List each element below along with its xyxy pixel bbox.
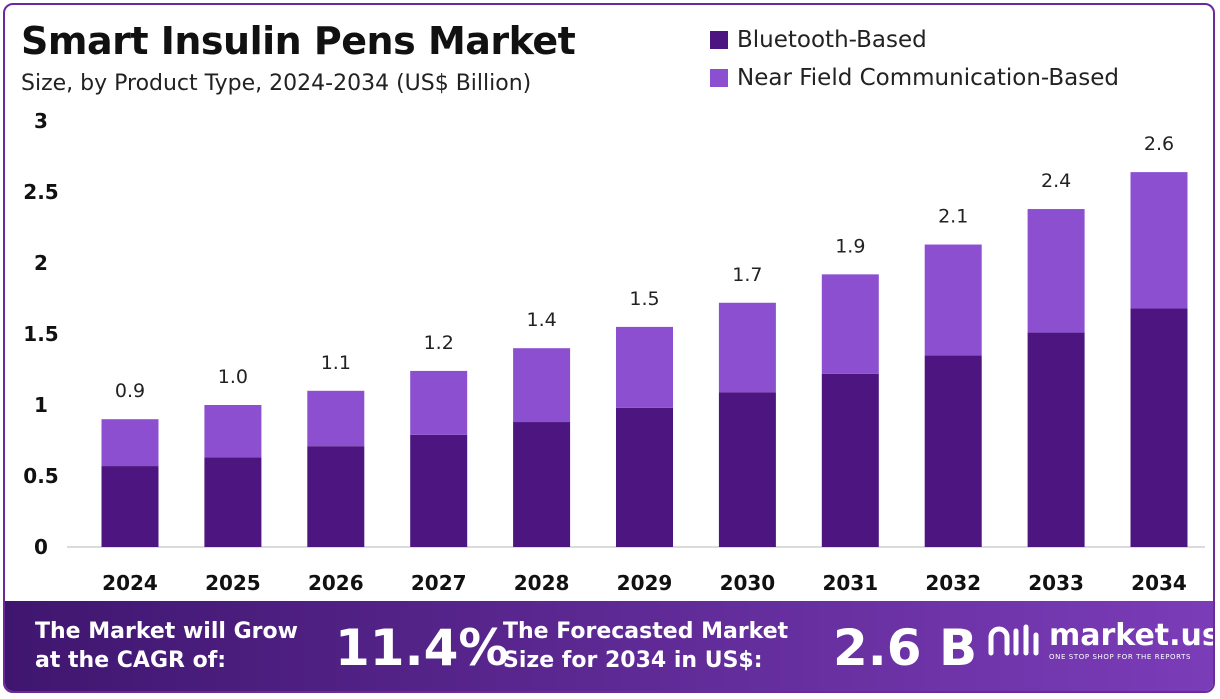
bar-bluetooth-2026 [307,446,365,547]
x-tick-label: 2033 [1028,571,1084,595]
forecast-label: The Forecasted Market Size for 2034 in U… [503,617,788,675]
total-value-label: 1.9 [835,235,865,257]
y-tick-label: 0.5 [23,464,58,488]
cagr-label: The Market will Grow at the CAGR of: [35,617,298,675]
legend-swatch-bluetooth [710,31,728,49]
total-value-label: 2.6 [1144,133,1174,155]
x-tick-label: 2025 [205,571,261,595]
chart-area: 0 0.5 1 1.5 2 2.5 3 0.9 2024 1.0 2025 1.1 2026 1.2 202… [23,109,1205,595]
footer-banner: The Market will Grow at the CAGR of: 11.… [5,601,1213,691]
x-tick-label: 2028 [514,571,570,595]
bar-bluetooth-2029 [616,407,673,547]
bar-nfc-2031 [821,274,879,374]
forecast-label-line1: The Forecasted Market [503,619,789,644]
legend-item-bluetooth: Bluetooth-Based [710,21,1119,59]
total-value-label: 0.9 [115,380,145,402]
total-value-label: 1.5 [629,288,659,310]
cagr-label-line1: The Market will Grow [35,619,298,644]
cagr-value: 11.4% [335,619,509,677]
legend: Bluetooth-Based Near Field Communication… [710,21,1119,97]
chart-title: Smart Insulin Pens Market [21,19,576,63]
chart-subtitle: Size, by Product Type, 2024-2034 (US$ Bi… [21,71,532,96]
bar-nfc-2024 [101,419,159,467]
total-value-label: 1.4 [526,309,556,331]
total-value-label: 2.1 [938,206,968,228]
y-tick-label: 2.5 [23,180,58,204]
bar-nfc-2027 [410,370,468,435]
bar-bluetooth-2024 [101,466,159,547]
bar-bluetooth-2027 [410,434,468,547]
bar-nfc-2034 [1130,172,1188,309]
bar-nfc-2025 [204,405,262,458]
x-tick-label: 2026 [308,571,364,595]
brand-logo: market.us ONE STOP SHOP FOR THE REPORTS [987,618,1215,662]
brand-tagline: ONE STOP SHOP FOR THE REPORTS [1049,653,1192,661]
total-value-label: 1.2 [424,332,454,354]
bar-bluetooth-2031 [821,373,879,547]
total-value-label: 1.7 [732,264,762,286]
bar-bluetooth-2032 [924,355,982,547]
legend-label-nfc: Near Field Communication-Based [737,65,1119,91]
x-tick-label: 2030 [720,571,776,595]
y-tick-label: 0 [34,535,48,559]
total-value-label: 2.4 [1041,170,1071,192]
brand-name: market.us [1049,618,1215,653]
y-tick-label: 1 [34,393,48,417]
bar-nfc-2032 [924,244,982,356]
x-tick-label: 2034 [1131,571,1187,595]
legend-label-bluetooth: Bluetooth-Based [737,27,927,53]
legend-swatch-nfc [710,69,728,87]
legend-item-nfc: Near Field Communication-Based [710,59,1119,97]
x-tick-label: 2027 [411,571,467,595]
x-tick-label: 2032 [925,571,981,595]
x-tick-label: 2031 [822,571,878,595]
y-tick-label: 1.5 [23,322,58,346]
forecast-value: 2.6 B [833,619,978,677]
market-us-logo-icon [988,624,1039,656]
bar-bluetooth-2028 [513,422,571,547]
bar-nfc-2033 [1027,209,1085,333]
total-value-label: 1.0 [218,366,248,388]
bar-bluetooth-2025 [204,457,262,547]
forecast-label-line2: Size for 2034 in US$: [503,648,763,673]
y-tick-label: 3 [34,109,48,133]
bar-nfc-2029 [616,326,673,408]
bar-bluetooth-2033 [1027,332,1085,547]
bar-bluetooth-2034 [1130,308,1188,547]
x-tick-label: 2024 [102,571,158,595]
total-value-label: 1.1 [321,352,351,374]
cagr-label-line2: at the CAGR of: [35,648,227,673]
x-tick-label: 2029 [617,571,673,595]
bar-nfc-2030 [718,302,776,393]
brand-text: market.us ONE STOP SHOP FOR THE REPORTS [1049,618,1215,662]
y-tick-label: 2 [34,251,48,275]
bar-nfc-2026 [307,390,365,447]
bar-nfc-2028 [513,348,571,423]
bar-bluetooth-2030 [718,392,776,547]
chart-frame: 0 0.5 1 1.5 2 2.5 3 0.9 2024 1.0 2025 1.1 2026 1.2 202… [3,3,1215,693]
